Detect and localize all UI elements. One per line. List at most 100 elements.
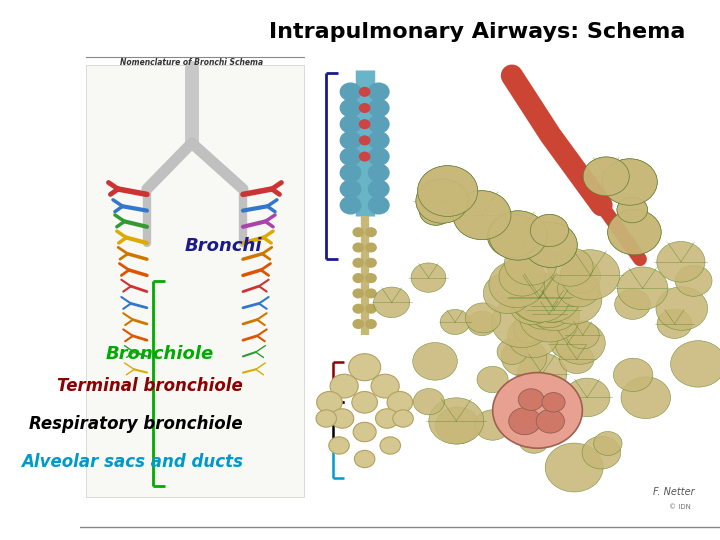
Circle shape [524,222,577,267]
Circle shape [617,197,647,223]
Circle shape [436,407,480,444]
Circle shape [453,191,511,240]
Circle shape [520,276,570,319]
Circle shape [341,83,361,100]
Circle shape [534,301,565,327]
Circle shape [376,409,399,428]
Text: Bronchiole: Bronchiole [105,345,214,363]
Circle shape [536,409,564,433]
Circle shape [453,191,511,240]
Circle shape [566,321,599,349]
Circle shape [509,408,541,435]
Circle shape [317,392,342,413]
Circle shape [547,248,593,286]
Circle shape [330,374,359,398]
Circle shape [657,309,692,339]
Circle shape [523,298,561,329]
Circle shape [560,249,620,300]
Text: Respiratory bronchiole: Respiratory bronchiole [30,415,243,433]
Circle shape [564,378,610,417]
Circle shape [492,296,552,348]
Circle shape [489,211,547,260]
Circle shape [420,198,452,225]
Circle shape [508,315,559,357]
Circle shape [621,377,670,418]
Text: Alveolar sacs and ducts: Alveolar sacs and ducts [21,453,243,471]
Circle shape [348,354,381,381]
Circle shape [416,179,469,223]
Circle shape [524,222,577,267]
Circle shape [369,164,389,181]
Circle shape [544,275,602,324]
Circle shape [366,320,376,328]
Text: Nomenclature of Bronchi Schema: Nomenclature of Bronchi Schema [120,58,264,68]
Circle shape [366,305,376,313]
Circle shape [353,305,364,313]
Circle shape [413,389,444,415]
Circle shape [359,120,370,129]
Circle shape [369,148,389,165]
Circle shape [657,241,705,282]
Text: F. Netter: F. Netter [653,487,694,497]
Circle shape [608,210,661,255]
Circle shape [418,166,478,217]
Circle shape [613,358,653,392]
FancyBboxPatch shape [86,65,304,497]
Circle shape [545,443,603,492]
Circle shape [341,132,361,149]
Circle shape [341,116,361,133]
Circle shape [477,366,508,393]
Circle shape [511,273,570,322]
Circle shape [465,303,501,333]
Circle shape [380,437,400,454]
Circle shape [474,410,510,440]
Circle shape [330,409,354,428]
Circle shape [617,197,647,223]
Circle shape [489,211,547,260]
Circle shape [583,157,629,196]
Circle shape [353,422,376,442]
Circle shape [420,198,452,225]
Circle shape [533,300,567,328]
Circle shape [416,179,469,223]
Circle shape [519,291,580,342]
Circle shape [440,309,470,335]
Circle shape [429,398,484,444]
Circle shape [582,436,621,469]
Circle shape [366,289,376,298]
Circle shape [359,152,370,161]
Circle shape [366,259,376,267]
Circle shape [559,345,594,374]
Circle shape [675,265,712,296]
Circle shape [353,320,364,328]
Circle shape [522,273,580,322]
Circle shape [393,410,413,427]
Circle shape [492,373,582,448]
Circle shape [489,261,545,308]
Circle shape [505,241,557,285]
Circle shape [602,159,657,205]
Circle shape [602,159,657,205]
Circle shape [366,243,376,252]
Circle shape [316,410,336,427]
Circle shape [369,197,389,214]
Circle shape [366,274,376,282]
Circle shape [542,393,565,412]
Circle shape [497,339,527,364]
Circle shape [525,287,573,328]
Circle shape [518,389,544,410]
Circle shape [353,274,364,282]
Circle shape [353,228,364,237]
Circle shape [550,329,585,359]
Circle shape [369,132,389,149]
Circle shape [555,322,606,364]
Text: Terminal bronchiole: Terminal bronchiole [57,377,243,395]
Circle shape [341,148,361,165]
Circle shape [533,285,571,316]
Circle shape [608,210,661,255]
Circle shape [531,214,569,247]
Circle shape [411,263,446,292]
Circle shape [510,287,554,325]
Text: Bronchi: Bronchi [185,237,262,255]
Circle shape [583,157,629,196]
